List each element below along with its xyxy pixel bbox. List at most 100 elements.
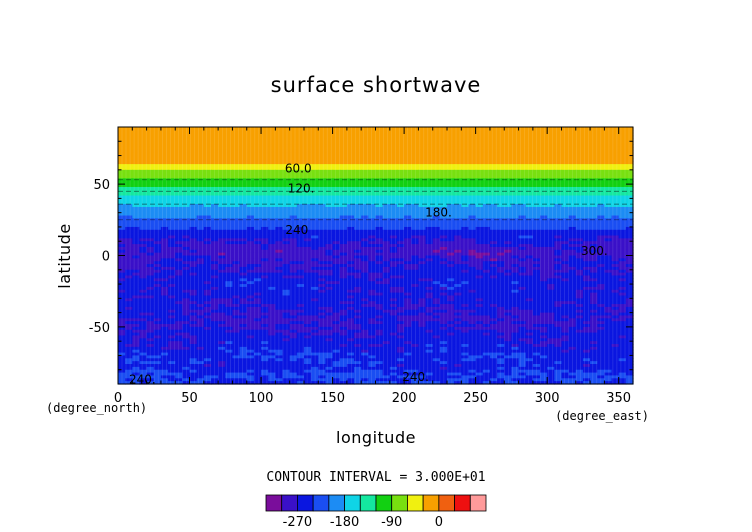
contour-cell bbox=[575, 278, 584, 282]
contour-cell bbox=[532, 258, 541, 262]
contour-cell bbox=[354, 258, 362, 262]
contour-cell bbox=[511, 309, 520, 314]
contour-cell bbox=[225, 215, 234, 219]
contour-cell bbox=[339, 249, 348, 254]
contour-cell bbox=[282, 315, 291, 319]
contour-cell bbox=[396, 315, 405, 319]
contour-cell bbox=[625, 224, 634, 228]
contour-cell bbox=[268, 169, 276, 174]
contour-cell bbox=[604, 309, 613, 314]
contour-cell bbox=[160, 189, 169, 194]
contour-cell bbox=[497, 321, 505, 325]
contour-cell bbox=[139, 244, 148, 248]
contour-cell bbox=[439, 304, 448, 308]
contour-cell bbox=[540, 172, 548, 177]
contour-cell bbox=[375, 164, 384, 168]
contour-cell bbox=[160, 286, 169, 291]
contour-cell bbox=[618, 255, 627, 259]
contour-cell bbox=[261, 289, 269, 294]
contour-cell bbox=[625, 312, 634, 317]
contour-cell bbox=[175, 272, 183, 277]
contour-cell bbox=[289, 189, 298, 194]
contour-cell bbox=[475, 149, 484, 154]
contour-cell bbox=[289, 172, 298, 177]
contour-cell bbox=[132, 229, 141, 234]
contour-cell bbox=[568, 241, 577, 245]
contour-cell bbox=[153, 264, 162, 268]
contour-cell bbox=[125, 292, 133, 297]
contour-cell bbox=[189, 155, 198, 160]
contour-cell bbox=[418, 224, 427, 228]
contour-cell bbox=[504, 261, 512, 265]
contour-cell bbox=[404, 229, 412, 234]
contour-cell bbox=[225, 135, 234, 140]
contour-cell bbox=[168, 166, 176, 171]
contour-cell bbox=[482, 304, 491, 308]
contour-cell bbox=[132, 204, 141, 208]
contour-cell bbox=[432, 281, 441, 285]
contour-cell bbox=[461, 318, 470, 322]
contour-cell bbox=[532, 272, 541, 277]
contour-cell bbox=[597, 206, 605, 211]
contour-cell bbox=[332, 169, 341, 174]
contour-cell bbox=[540, 301, 548, 305]
contour-cell bbox=[282, 301, 291, 305]
contour-cell bbox=[525, 269, 534, 274]
contour-cell bbox=[368, 206, 377, 211]
contour-cell bbox=[303, 281, 312, 285]
contour-cell bbox=[461, 235, 470, 239]
contour-cell bbox=[332, 226, 341, 231]
contour-cell bbox=[189, 275, 198, 279]
contour-cell bbox=[404, 298, 412, 302]
contour-cell bbox=[375, 275, 384, 279]
contour-cell bbox=[489, 184, 498, 188]
contour-cell bbox=[125, 152, 133, 157]
contour-cell bbox=[311, 269, 319, 274]
contour-cell bbox=[511, 209, 520, 214]
contour-cell bbox=[261, 286, 269, 291]
contour-cell bbox=[203, 252, 212, 257]
contour-cell bbox=[454, 286, 462, 291]
contour-cell bbox=[218, 186, 226, 191]
contour-cell bbox=[554, 275, 563, 279]
contour-cell bbox=[375, 169, 384, 174]
contour-cell bbox=[210, 186, 219, 191]
contour-cell bbox=[418, 264, 427, 268]
contour-cell bbox=[175, 264, 183, 268]
contour-cell bbox=[246, 249, 255, 254]
contour-cell bbox=[118, 246, 126, 251]
contour-cell bbox=[210, 306, 219, 311]
contour-cell bbox=[153, 241, 162, 245]
contour-cell bbox=[139, 224, 148, 228]
contour-cell bbox=[568, 266, 577, 271]
contour-cell bbox=[153, 184, 162, 188]
contour-cell bbox=[489, 278, 498, 282]
contour-cell bbox=[590, 304, 598, 308]
contour-cell bbox=[168, 266, 176, 271]
contour-cell bbox=[132, 215, 141, 219]
contour-cell bbox=[497, 209, 505, 214]
contour-cell bbox=[468, 215, 477, 219]
contour-cell bbox=[311, 146, 319, 151]
contour-cell bbox=[554, 155, 563, 160]
contour-cell bbox=[146, 221, 155, 225]
contour-cell bbox=[518, 155, 527, 160]
contour-cell bbox=[590, 175, 598, 179]
contour-cell bbox=[361, 161, 369, 165]
contour-cell bbox=[497, 275, 505, 279]
contour-cell bbox=[189, 221, 198, 225]
contour-cell bbox=[253, 149, 262, 154]
contour-cell bbox=[454, 289, 462, 294]
contour-cell bbox=[160, 284, 169, 288]
contour-cell bbox=[625, 249, 634, 254]
contour-cell bbox=[382, 172, 391, 177]
contour-cell bbox=[339, 169, 348, 174]
contour-cell bbox=[540, 292, 548, 297]
contour-cell bbox=[561, 127, 570, 131]
contour-cell bbox=[396, 318, 405, 322]
contour-cell bbox=[618, 221, 627, 225]
contour-cell bbox=[475, 166, 484, 171]
contour-cell bbox=[447, 149, 455, 154]
contour-cell bbox=[168, 169, 176, 174]
contour-cell bbox=[432, 298, 441, 302]
